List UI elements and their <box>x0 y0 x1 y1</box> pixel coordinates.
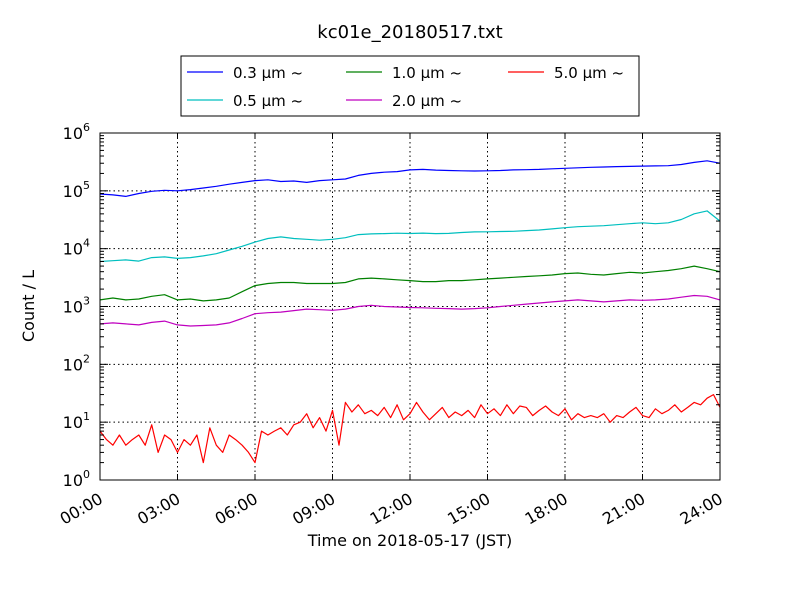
grid-lines <box>100 133 720 480</box>
y-axis-label: Count / L <box>19 270 38 342</box>
series-line-5 <box>99 394 721 464</box>
legend-entry-label: 0.3 µm ~ <box>233 64 303 82</box>
series-line-1 <box>99 160 721 197</box>
legend-box <box>180 55 640 117</box>
legend-entry-label: 0.5 µm ~ <box>233 92 303 110</box>
y-tick-label: 102 <box>63 352 90 374</box>
y-tick-label: 104 <box>63 237 90 259</box>
x-axis-label: Time on 2018-05-17 (JST) <box>307 531 512 550</box>
y-axis-ticks: 100 101 102 103 104 105 106 <box>63 121 720 490</box>
legend-entry-label: 1.0 µm ~ <box>392 64 462 82</box>
series-line-4 <box>99 294 721 327</box>
legend: 0.3 µm ~ 0.5 µm ~ 1.0 µm ~ 2.0 µm ~ 5.0 µm ~ <box>180 55 640 117</box>
y-tick-label: 106 <box>63 121 90 143</box>
y-tick-label: 103 <box>63 295 90 317</box>
data-series <box>99 160 721 464</box>
y-tick-label: 101 <box>63 410 90 432</box>
chart-title: kc01e_20180517.txt <box>317 22 502 43</box>
legend-entry-label: 5.0 µm ~ <box>554 64 624 82</box>
y-tick-label: 100 <box>63 468 90 490</box>
series-line-2 <box>99 210 721 263</box>
legend-entry-label: 2.0 µm ~ <box>392 92 462 110</box>
y-tick-label: 105 <box>63 179 90 201</box>
series-line-3 <box>99 265 721 302</box>
